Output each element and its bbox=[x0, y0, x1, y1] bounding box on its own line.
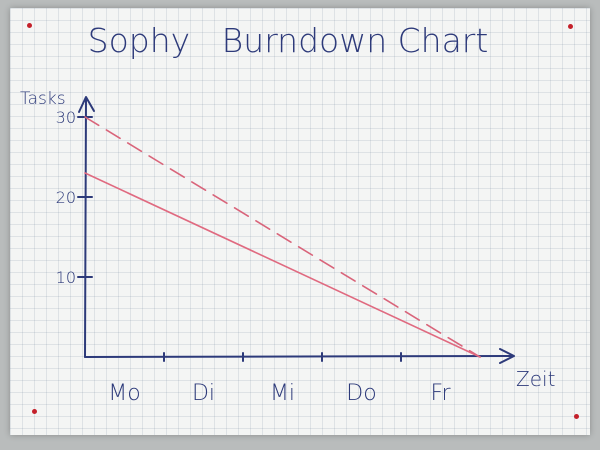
x-tick-label: Fr bbox=[430, 381, 451, 406]
x-axis-label: Zeit bbox=[516, 367, 555, 391]
y-axis-label: Tasks bbox=[20, 89, 66, 109]
pin-top-right bbox=[568, 24, 573, 29]
flipchart-paper bbox=[10, 8, 590, 435]
y-tick-label: 30 bbox=[56, 108, 76, 127]
x-axis-arrow bbox=[499, 348, 515, 364]
pin-bottom-right bbox=[574, 414, 579, 419]
actual-burndown-line bbox=[84, 172, 481, 358]
x-tick-label: Mi bbox=[270, 381, 295, 406]
pin-bottom-left bbox=[32, 409, 37, 414]
x-axis bbox=[84, 355, 513, 358]
x-tick-label: Di bbox=[192, 381, 215, 406]
x-tick-label: Do bbox=[346, 381, 376, 406]
y-axis bbox=[84, 97, 87, 358]
y-tick-label: 10 bbox=[56, 268, 76, 287]
x-tick-label: Mo bbox=[108, 381, 140, 406]
y-axis-arrow bbox=[78, 96, 95, 113]
chart-title: Sophy Burndown Chart bbox=[88, 21, 489, 60]
y-tick-label: 20 bbox=[56, 188, 76, 207]
ideal-burndown-line bbox=[84, 116, 481, 358]
pin-top-left bbox=[27, 23, 32, 28]
